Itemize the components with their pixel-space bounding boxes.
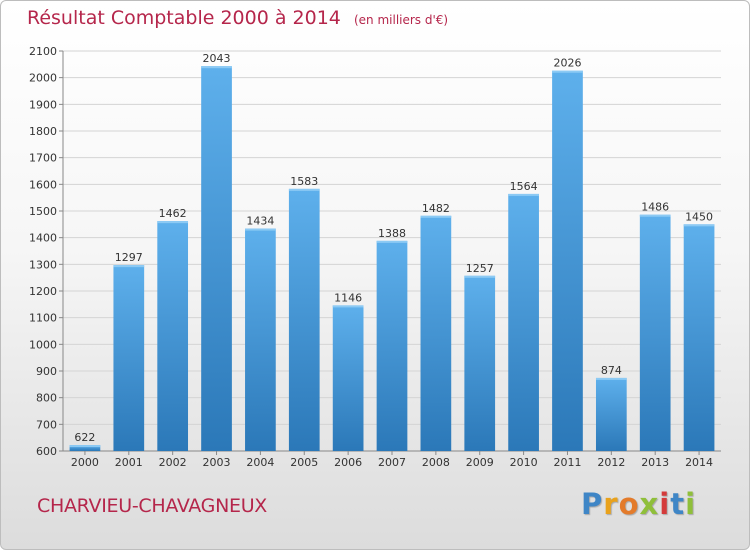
y-tick-label: 900 <box>36 365 57 378</box>
y-tick-label: 1400 <box>29 232 57 245</box>
bar-highlight <box>201 66 232 69</box>
bar-2013 <box>639 214 671 451</box>
bar-2009 <box>464 275 496 451</box>
x-tick-label: 2012 <box>597 456 625 469</box>
value-label: 1486 <box>641 201 669 214</box>
logo-letter: t <box>670 487 686 521</box>
bar-highlight <box>464 275 496 278</box>
bar-highlight <box>332 305 364 308</box>
bar-highlight <box>113 265 145 268</box>
y-tick-label: 2100 <box>29 45 57 58</box>
y-tick-label: 1700 <box>29 152 57 165</box>
bar-highlight <box>595 377 627 380</box>
x-tick-label: 2011 <box>553 456 581 469</box>
bars <box>69 66 715 451</box>
x-tick-label: 2003 <box>203 456 231 469</box>
y-tick-label: 1000 <box>29 338 57 351</box>
value-label: 2043 <box>203 52 231 65</box>
bar-highlight <box>683 224 715 227</box>
x-tick-label: 2000 <box>71 456 99 469</box>
y-tick-label: 800 <box>36 392 57 405</box>
bar-2012 <box>595 377 627 451</box>
x-tick-label: 2002 <box>159 456 187 469</box>
bar-highlight <box>288 188 320 191</box>
bar-2001 <box>113 265 145 451</box>
bar-2004 <box>245 228 276 451</box>
bar-2007 <box>376 240 408 451</box>
chart-title: Résultat Comptable 2000 à 2014 <box>27 7 341 29</box>
x-tick-label: 2010 <box>510 456 538 469</box>
bar-2005 <box>288 188 320 451</box>
x-tick-label: 2009 <box>466 456 494 469</box>
y-tick-label: 1800 <box>29 125 57 138</box>
value-label: 1564 <box>510 180 538 193</box>
y-tick-label: 1500 <box>29 205 57 218</box>
bar-highlight <box>508 193 539 196</box>
bar-2008 <box>420 215 452 451</box>
x-tick-label: 2005 <box>290 456 318 469</box>
bar-2000 <box>69 445 101 451</box>
y-tick-label: 1900 <box>29 98 57 111</box>
x-tick-label: 2007 <box>378 456 406 469</box>
value-label: 874 <box>601 364 622 377</box>
y-tick-label: 1100 <box>29 312 57 325</box>
logo-letter: o <box>618 487 640 521</box>
bar-highlight <box>69 445 101 448</box>
value-label: 1462 <box>159 207 187 220</box>
proxiti-logo: Proxiti <box>581 487 696 521</box>
x-tick-label: 2004 <box>246 456 274 469</box>
bar-highlight <box>639 214 671 217</box>
logo-letter: x <box>639 487 660 521</box>
value-label: 1450 <box>685 210 713 223</box>
x-tick-label: 2014 <box>685 456 713 469</box>
y-tick-label: 700 <box>36 418 57 431</box>
title-row: Résultat Comptable 2000 à 2014 (en milli… <box>27 7 448 29</box>
bar-2006 <box>332 305 364 451</box>
y-tick-label: 1300 <box>29 258 57 271</box>
y-tick-label: 1600 <box>29 178 57 191</box>
value-label: 1583 <box>290 175 318 188</box>
value-label: 1146 <box>334 291 362 304</box>
value-label: 1297 <box>115 251 143 264</box>
x-tick-label: 2008 <box>422 456 450 469</box>
value-label: 1257 <box>466 262 494 275</box>
y-tick-label: 600 <box>36 445 57 458</box>
chart-subtitle: (en milliers d'€) <box>353 13 449 27</box>
bar-2010 <box>508 193 539 451</box>
x-tick-label: 2001 <box>115 456 143 469</box>
logo-letter: r <box>603 487 619 521</box>
bar-highlight <box>376 240 408 243</box>
logo-letter: P <box>581 487 604 521</box>
bar-2014 <box>683 224 715 451</box>
bar-highlight <box>420 215 452 218</box>
axes: 600 700 800 900 1000 1100 1200 1300 1400 1500 1600… <box>29 45 721 469</box>
y-tick-label: 1200 <box>29 285 57 298</box>
bar-2003 <box>201 66 232 451</box>
value-label: 622 <box>74 431 95 444</box>
x-tick-label: 2006 <box>334 456 362 469</box>
bar-highlight <box>157 221 189 224</box>
place-name: CHARVIEU-CHAVAGNEUX <box>37 495 268 517</box>
bar-2002 <box>157 221 189 451</box>
logo-letter: i <box>685 487 697 521</box>
x-tick-label: 2013 <box>641 456 669 469</box>
data-labels: 622 1297 1462 2043 1434 1583 1146 1388 1482 1257 1… <box>74 52 713 444</box>
y-tick-label: 2000 <box>29 72 57 85</box>
bar-highlight <box>245 228 276 231</box>
bar-highlight <box>552 70 583 73</box>
bar-2011 <box>552 70 583 451</box>
value-label: 1388 <box>378 227 406 240</box>
value-label: 2026 <box>553 57 581 70</box>
logo-letter: i <box>659 487 671 521</box>
value-label: 1434 <box>246 215 274 228</box>
value-label: 1482 <box>422 202 450 215</box>
